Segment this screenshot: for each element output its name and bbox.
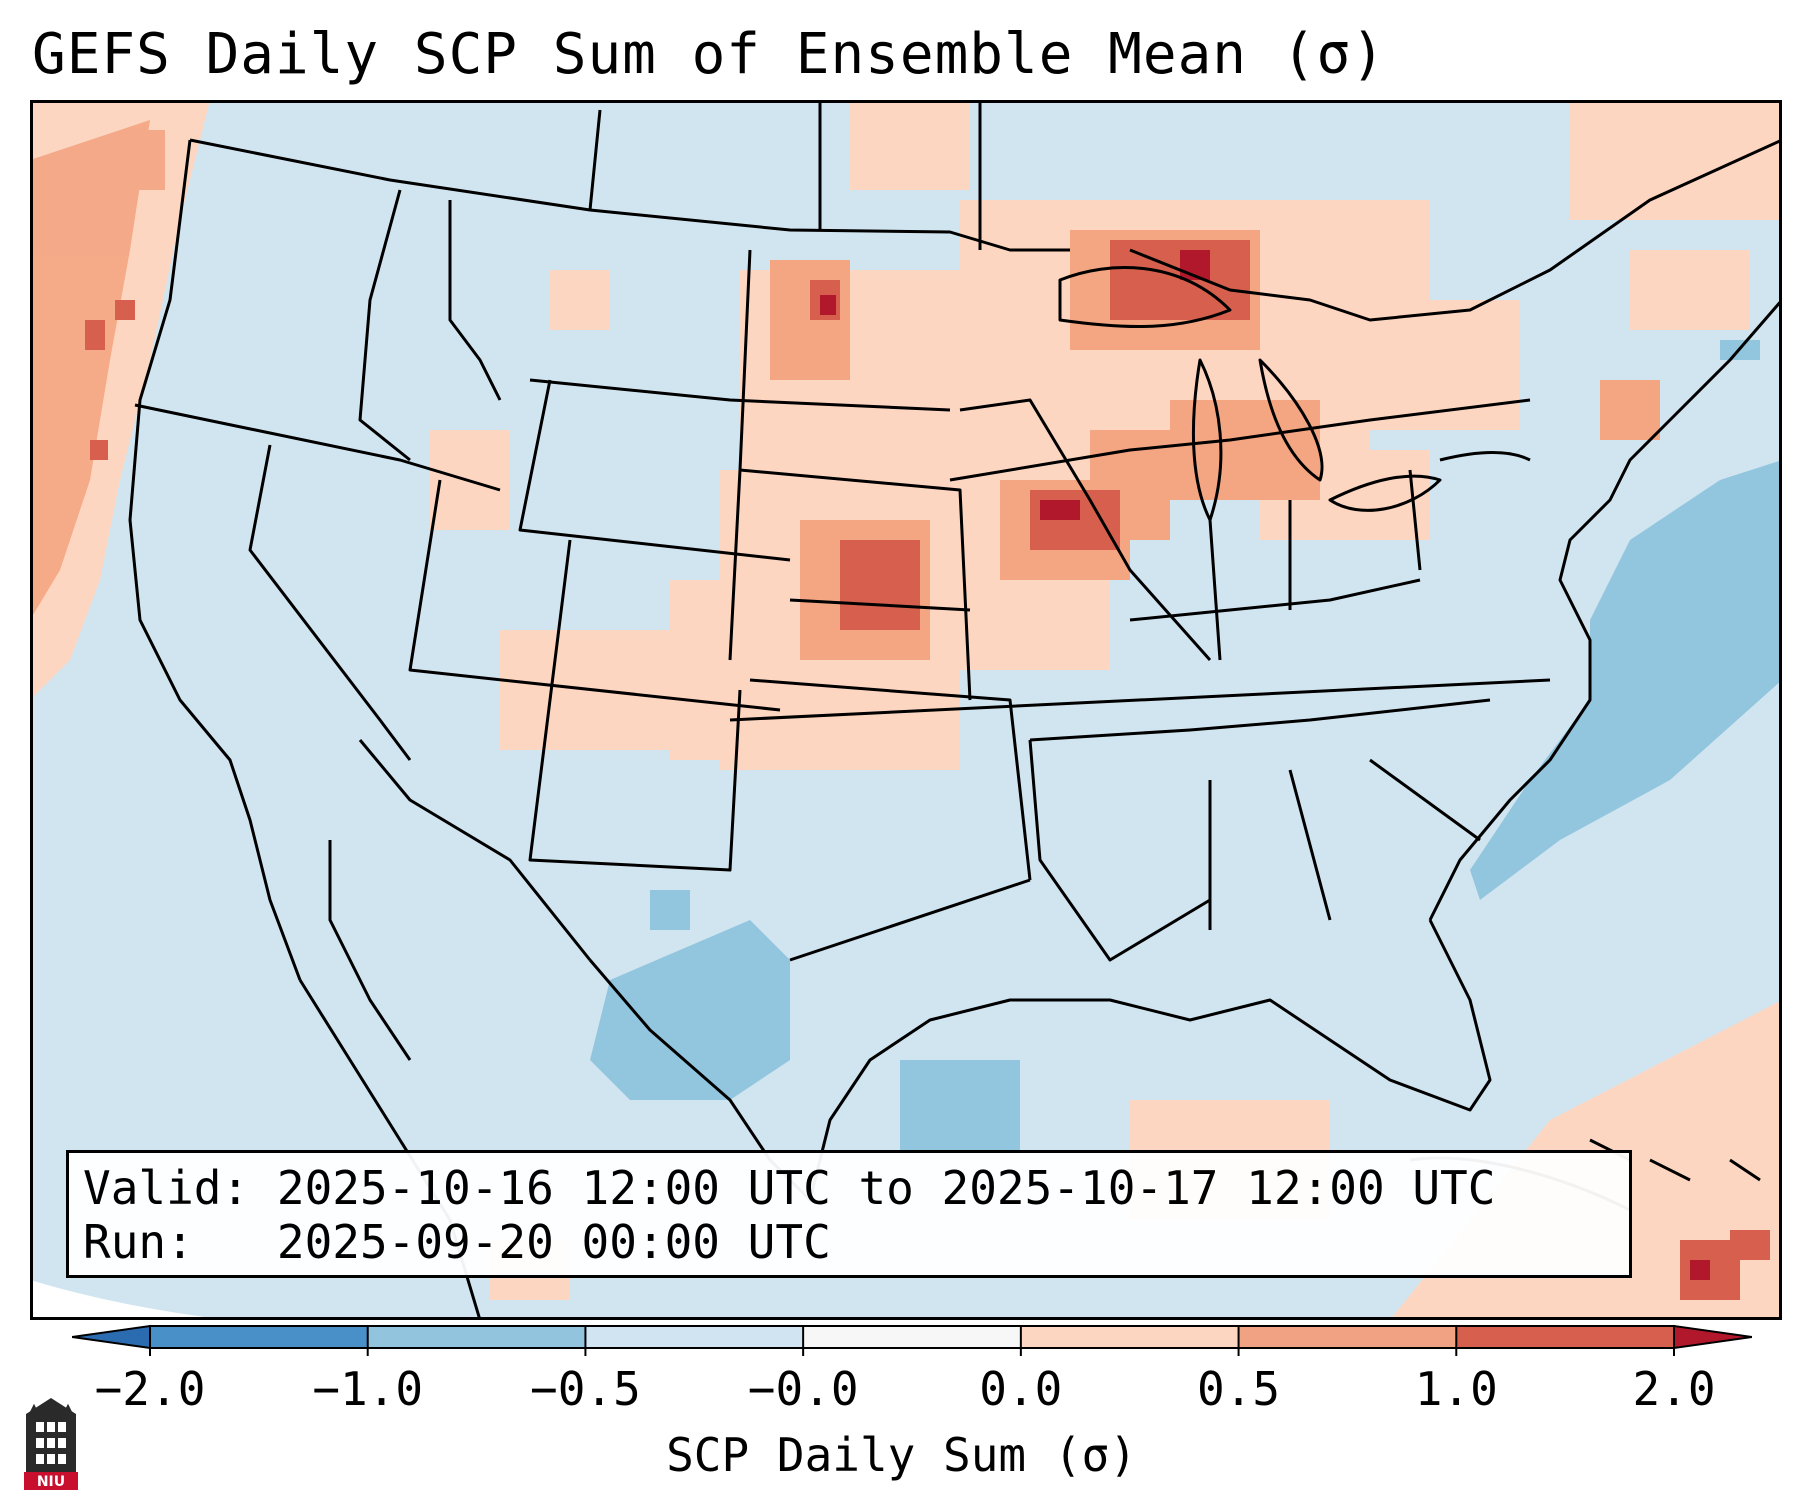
- colorbar-segment: [1238, 1326, 1457, 1348]
- colorbar-segments: [72, 1324, 1752, 1350]
- valid-value: 2025-10-16 12:00 UTC to 2025-10-17 12:00…: [276, 1161, 1496, 1215]
- colorbar-extend-high: [1673, 1324, 1752, 1350]
- colorbar-segment: [150, 1326, 369, 1348]
- colorbar-tick-label: 2.0: [1632, 1362, 1716, 1416]
- projection-edge-left: [30, 1280, 228, 1320]
- colorbar-segment: [585, 1326, 804, 1348]
- anomaly-pacific-nw-strong: [30, 120, 165, 620]
- colorbar-label: SCP Daily Sum (σ): [666, 1428, 1137, 1482]
- niu-building-icon: NIU: [24, 1398, 78, 1490]
- map-title: GEFS Daily SCP Sum of Ensemble Mean (σ): [32, 22, 1386, 87]
- colorbar-ticks: [149, 1326, 1675, 1356]
- colorbar-tick-label: −0.5: [530, 1362, 641, 1416]
- colorbar-segment: [1020, 1326, 1240, 1348]
- boundaries: [128, 100, 1782, 1320]
- anomaly-texas-negative: [590, 890, 1020, 1150]
- colorbar-segment: [803, 1326, 1022, 1348]
- colorbar-tick-label: 0.0: [979, 1362, 1063, 1416]
- colorbar-tick-label: −0.0: [747, 1362, 859, 1416]
- colorbar: [72, 1324, 1752, 1356]
- logo-text: NIU: [37, 1474, 65, 1490]
- run-label: Run:: [83, 1215, 194, 1269]
- run-value: 2025-09-20 00:00 UTC: [276, 1215, 831, 1269]
- colorbar-segment: [1456, 1326, 1675, 1348]
- colorbar-extend-low: [72, 1324, 151, 1350]
- colorbar-segment: [367, 1326, 586, 1348]
- map-panel: [30, 100, 1782, 1320]
- valid-label: Valid:: [83, 1161, 250, 1215]
- valid-run-info-box: Valid: 2025-10-16 12:00 UTC to 2025-10-1…: [66, 1150, 1632, 1278]
- map-frame: [30, 100, 1782, 1320]
- colorbar-tick-label: 1.0: [1414, 1362, 1498, 1416]
- colorbar-tick-label: −2.0: [94, 1362, 206, 1416]
- colorbar-tick-label: −1.0: [312, 1362, 424, 1416]
- colorbar-tick-label: 0.5: [1197, 1362, 1281, 1416]
